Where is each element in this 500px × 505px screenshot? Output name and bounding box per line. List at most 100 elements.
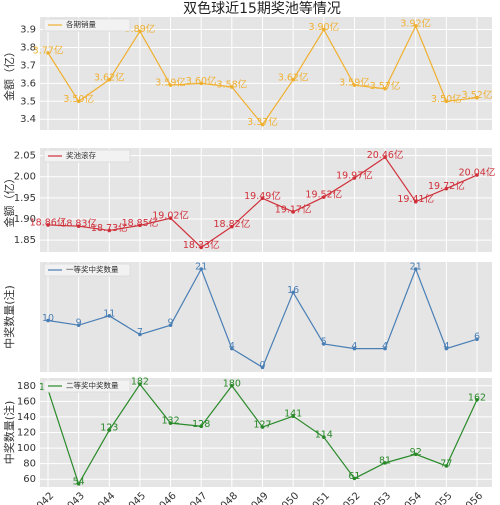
x-tick-label: 22050 xyxy=(271,490,301,505)
point xyxy=(76,224,81,229)
point xyxy=(46,223,50,227)
point xyxy=(107,228,112,233)
data-label: 182 xyxy=(131,377,149,388)
point xyxy=(291,414,295,418)
point xyxy=(107,428,112,432)
y-tick-label: 3.6 xyxy=(20,78,36,89)
data-label: 21 xyxy=(410,262,422,273)
data-label: 180 xyxy=(223,378,241,389)
point xyxy=(230,85,234,89)
y-tick-label: 3.4 xyxy=(20,114,36,125)
data-label: 18.33亿 xyxy=(183,239,220,251)
x-tick-label: 22056 xyxy=(455,490,485,505)
point xyxy=(321,27,326,32)
y-tick-label: 180 xyxy=(17,381,36,392)
point xyxy=(352,176,357,180)
point xyxy=(76,99,81,104)
point xyxy=(352,83,357,87)
data-label: 19.17亿 xyxy=(275,203,312,215)
point xyxy=(475,337,479,342)
legend-box xyxy=(43,149,131,163)
legend-label: 二等奖中奖数量 xyxy=(66,380,119,390)
data-label: 16 xyxy=(287,285,299,296)
y-tick-label: 80 xyxy=(23,459,36,470)
x-tick-label: 22054 xyxy=(394,490,424,505)
x-tick-label: 22044 xyxy=(87,490,117,505)
data-label: 4 xyxy=(382,341,388,352)
legend-box xyxy=(43,379,131,393)
y-tick-label: 160 xyxy=(17,396,36,407)
data-label: 3.90亿 xyxy=(308,21,339,33)
point xyxy=(230,383,234,388)
plot-area xyxy=(40,262,492,372)
point xyxy=(230,224,234,229)
point xyxy=(260,122,265,127)
x-tick-label: 22055 xyxy=(424,490,454,505)
point xyxy=(321,435,326,439)
y-tick-label: 120 xyxy=(17,428,36,439)
data-label: 92 xyxy=(410,447,422,458)
data-label: 3.52亿 xyxy=(462,89,493,101)
point xyxy=(76,482,81,486)
y-axis-label: 金额（亿） xyxy=(2,46,16,101)
point xyxy=(352,476,357,481)
point xyxy=(291,210,295,214)
point xyxy=(383,155,387,160)
data-label: 18.82亿 xyxy=(214,218,251,230)
data-label: 0 xyxy=(259,360,265,371)
point xyxy=(138,29,142,34)
y-axis-label: 中奖数量(注) xyxy=(2,401,16,465)
y-axis-label: 中奖数量(注) xyxy=(2,285,16,349)
data-label: 18.85亿 xyxy=(122,217,159,229)
point xyxy=(413,199,418,204)
data-label: 21 xyxy=(195,262,207,273)
data-label: 20.04亿 xyxy=(459,167,496,179)
data-label: 128 xyxy=(192,419,210,430)
data-label: 114 xyxy=(315,430,333,441)
point xyxy=(168,83,173,87)
data-label: 127 xyxy=(253,420,271,431)
data-label: 77 xyxy=(440,458,452,469)
x-tick-label: 22052 xyxy=(332,490,362,505)
point xyxy=(321,342,326,346)
y-tick-label: 3.7 xyxy=(20,60,36,71)
y-tick-label: 100 xyxy=(17,443,36,454)
data-label: 3.59亿 xyxy=(155,77,186,89)
point xyxy=(291,77,295,82)
data-label: 11 xyxy=(103,308,115,319)
point xyxy=(168,216,173,220)
data-label: 3.50亿 xyxy=(63,93,94,105)
plot-area xyxy=(40,17,492,130)
point xyxy=(475,173,479,177)
chart-title: 双色球近15期奖池等情况 xyxy=(183,0,341,17)
data-label: 3.60亿 xyxy=(186,75,217,87)
y-tick-label: 140 xyxy=(17,412,36,423)
x-tick-label: 22048 xyxy=(210,490,240,505)
data-label: 19.72亿 xyxy=(428,180,465,192)
point xyxy=(444,346,449,351)
x-tick-label: 22047 xyxy=(179,490,209,505)
point xyxy=(413,452,418,457)
data-label: 123 xyxy=(100,423,118,434)
data-label: 19.41亿 xyxy=(397,193,434,205)
x-tick-label: 22043 xyxy=(57,490,87,505)
point xyxy=(46,51,50,55)
point xyxy=(383,346,387,351)
data-label: 19.52亿 xyxy=(305,189,342,201)
data-label: 10 xyxy=(42,313,54,324)
point xyxy=(46,318,50,323)
data-label: 3.92亿 xyxy=(400,17,431,29)
data-label: 3.59亿 xyxy=(339,77,370,89)
x-tick-label: 22046 xyxy=(149,490,179,505)
point xyxy=(199,245,204,250)
point xyxy=(107,314,112,318)
data-label: 3.89亿 xyxy=(125,23,156,35)
point xyxy=(107,77,112,82)
x-tick-label: 22042 xyxy=(26,490,56,505)
y-tick-label: 2.05 xyxy=(14,151,36,162)
y-tick-label: 1.90 xyxy=(14,214,36,225)
data-label: 19.97亿 xyxy=(336,170,373,182)
point xyxy=(291,290,295,295)
data-label: 3.37亿 xyxy=(247,116,278,128)
